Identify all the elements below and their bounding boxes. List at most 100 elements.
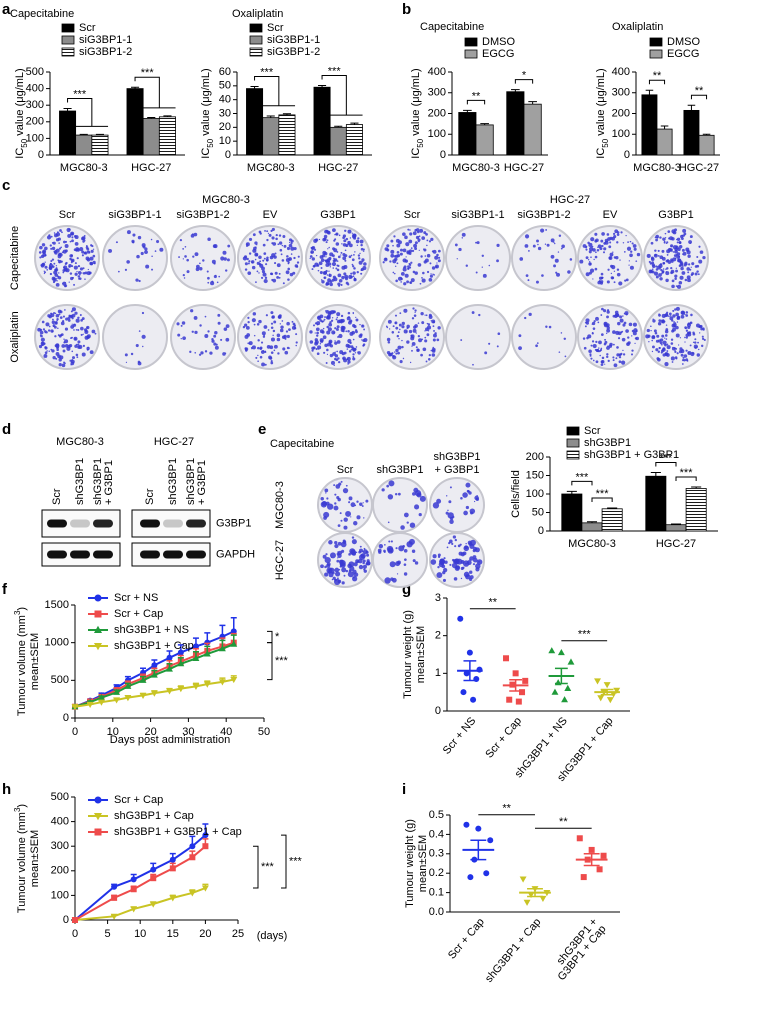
- colony: [646, 253, 651, 258]
- colony: [342, 256, 347, 261]
- colony: [209, 351, 213, 355]
- significance-bracket: [267, 642, 273, 681]
- colony: [670, 315, 672, 317]
- colony: [470, 511, 474, 515]
- colony: [327, 312, 332, 316]
- marker: [192, 683, 200, 690]
- bar: [329, 126, 347, 156]
- marker: [110, 913, 118, 920]
- colony: [418, 338, 423, 343]
- colony: [597, 244, 602, 249]
- plate: [305, 225, 371, 291]
- marker: [203, 681, 211, 688]
- colony: [284, 350, 289, 355]
- colony: [402, 232, 406, 236]
- marker: [576, 835, 583, 842]
- colony: [54, 335, 57, 338]
- colony: [336, 312, 341, 317]
- colony: [665, 242, 668, 245]
- colony: [675, 357, 678, 360]
- colony: [650, 241, 654, 245]
- error-bar: [660, 125, 669, 130]
- colony: [462, 566, 465, 570]
- colony: [144, 250, 148, 255]
- row-label: MGC80-3: [274, 481, 286, 529]
- colony: [592, 344, 597, 349]
- colony: [685, 314, 689, 317]
- colony: [58, 363, 62, 367]
- colony: [662, 237, 666, 241]
- colony: [527, 279, 530, 282]
- colony: [409, 232, 413, 236]
- marker: [460, 689, 467, 696]
- legend-marker: [94, 796, 102, 804]
- colony: [345, 484, 348, 487]
- legend-label: EGCG: [667, 48, 699, 60]
- colony: [629, 253, 633, 258]
- colony: [334, 327, 337, 330]
- marker: [98, 699, 105, 706]
- colony: [696, 353, 701, 357]
- colony: [404, 273, 409, 278]
- colony: [424, 255, 427, 257]
- marker: [130, 886, 137, 893]
- colony: [288, 243, 293, 248]
- colony: [81, 254, 84, 257]
- marker: [457, 615, 464, 622]
- marker: [71, 704, 79, 711]
- colony: [259, 355, 263, 359]
- colony: [399, 252, 403, 256]
- colony: [609, 252, 614, 257]
- colony: [56, 277, 58, 280]
- colony: [537, 243, 539, 246]
- colony: [462, 560, 470, 567]
- bar: [656, 128, 673, 156]
- y-tick-label: 0.4: [429, 828, 444, 840]
- colony: [81, 272, 83, 274]
- colony: [593, 320, 596, 323]
- colony: [190, 234, 195, 238]
- colony: [64, 244, 69, 249]
- colony: [681, 271, 686, 275]
- legend-label: Scr + NS: [114, 592, 158, 604]
- colony: [50, 262, 52, 265]
- colony: [681, 363, 684, 365]
- colony: [412, 328, 417, 333]
- colony: [257, 339, 260, 342]
- colony: [51, 246, 56, 251]
- colony: [89, 262, 94, 266]
- colony: [315, 348, 318, 351]
- bar: [246, 88, 264, 156]
- column-label: G3BP1: [320, 209, 355, 221]
- colony: [266, 230, 269, 233]
- colony: [258, 319, 262, 324]
- colony: [314, 338, 318, 342]
- colony: [436, 253, 439, 257]
- colony: [472, 549, 476, 553]
- plate: [102, 225, 168, 291]
- colony: [60, 260, 63, 263]
- colony: [283, 244, 287, 248]
- colony: [665, 338, 668, 340]
- legend-label: Scr + Cap: [114, 794, 163, 806]
- colony: [354, 251, 356, 253]
- colony: [628, 260, 630, 262]
- colony: [698, 259, 703, 264]
- colony: [621, 337, 626, 342]
- colony: [75, 318, 80, 323]
- colony: [333, 505, 339, 511]
- colony: [66, 346, 71, 351]
- colony: [340, 254, 342, 256]
- marker: [463, 821, 470, 828]
- colony: [702, 327, 705, 330]
- colony: [665, 237, 667, 239]
- error-bar: [318, 85, 327, 88]
- colony: [353, 277, 356, 279]
- colony: [317, 345, 322, 350]
- colony: [276, 333, 281, 338]
- colony: [395, 326, 399, 330]
- colony: [320, 564, 324, 569]
- colony: [553, 241, 555, 244]
- colony: [344, 249, 347, 252]
- marker: [522, 677, 529, 684]
